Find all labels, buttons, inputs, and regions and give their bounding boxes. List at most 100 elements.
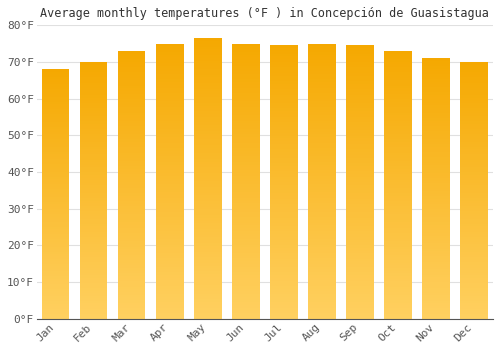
Bar [194,266,222,268]
Bar [346,67,374,70]
Bar [118,241,146,244]
Bar [422,228,450,230]
Bar [270,278,297,281]
Bar [194,167,222,170]
Bar [42,82,70,84]
Bar [422,254,450,256]
Bar [194,195,222,198]
Bar [270,136,297,139]
Bar [118,145,146,147]
Bar [422,311,450,314]
Bar [308,124,336,126]
Bar [270,48,297,51]
Bar [118,113,146,115]
Bar [42,169,70,171]
Bar [42,299,70,301]
Bar [346,182,374,185]
Bar [194,89,222,91]
Bar [156,225,184,228]
Bar [308,264,336,267]
Bar [232,112,260,115]
Bar [270,86,297,89]
Bar [232,275,260,278]
Bar [270,76,297,78]
Bar [308,112,336,115]
Bar [118,303,146,306]
Bar [232,132,260,134]
Bar [118,238,146,241]
Bar [42,149,70,152]
Bar [118,225,146,228]
Bar [346,308,374,311]
Bar [422,79,450,82]
Bar [194,41,222,44]
Bar [384,166,411,169]
Bar [460,286,487,288]
Bar [460,311,487,314]
Bar [42,259,70,261]
Bar [346,48,374,51]
Bar [232,294,260,297]
Bar [346,62,374,65]
Bar [156,121,184,124]
Bar [80,96,108,98]
Bar [384,89,411,91]
Bar [156,313,184,316]
Bar [422,256,450,259]
Bar [118,262,146,265]
Bar [118,292,146,295]
Bar [232,291,260,294]
Bar [308,115,336,118]
Bar [384,254,411,257]
Bar [156,57,184,60]
Bar [460,267,487,270]
Bar [270,201,297,204]
Bar [232,49,260,52]
Bar [118,287,146,289]
Bar [422,238,450,241]
Bar [80,208,108,211]
Bar [156,143,184,146]
Bar [384,86,411,89]
Bar [346,204,374,207]
Bar [384,115,411,118]
Bar [422,113,450,116]
Bar [460,167,487,170]
Bar [118,236,146,238]
Bar [422,199,450,202]
Bar [118,228,146,230]
Bar [42,301,70,304]
Bar [460,88,487,90]
Bar [384,298,411,300]
Bar [384,196,411,198]
Bar [460,93,487,96]
Bar [232,99,260,101]
Bar [232,79,260,82]
Bar [460,111,487,113]
Bar [460,152,487,154]
Bar [422,280,450,282]
Bar [156,104,184,107]
Bar [80,303,108,306]
Bar [42,174,70,177]
Bar [118,201,146,204]
Bar [384,279,411,281]
Bar [384,102,411,105]
Bar [460,290,487,293]
Bar [42,162,70,164]
Bar [460,108,487,111]
Bar [308,79,336,82]
Bar [232,270,260,272]
Bar [232,206,260,209]
Bar [118,257,146,260]
Bar [80,67,108,70]
Bar [194,159,222,162]
Bar [80,250,108,252]
Bar [42,252,70,254]
Bar [308,77,336,79]
Bar [232,242,260,245]
Bar [42,187,70,189]
Bar [346,193,374,196]
Bar [422,103,450,105]
Bar [232,82,260,85]
